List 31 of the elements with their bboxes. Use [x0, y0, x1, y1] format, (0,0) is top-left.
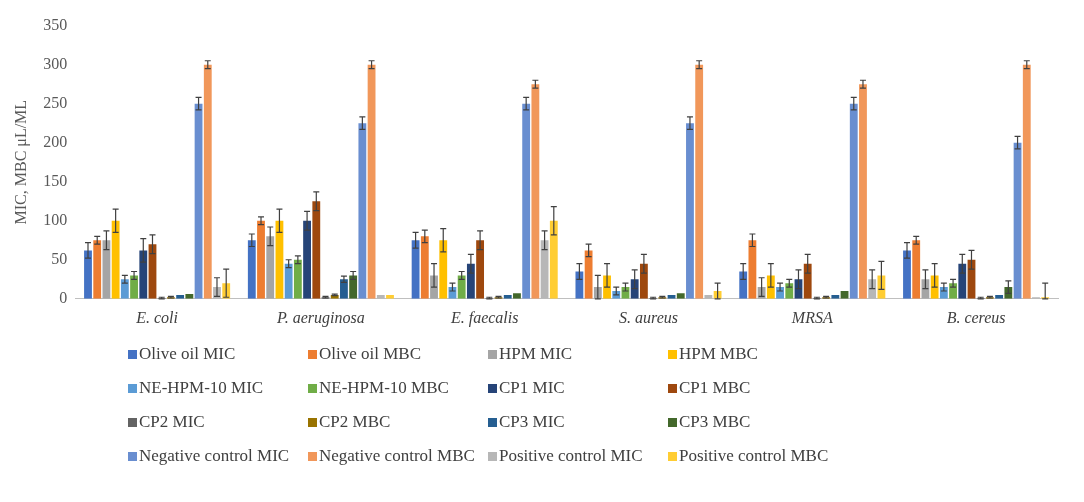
legend-label: Negative control MBC [319, 446, 475, 466]
y-tick-label: 0 [59, 289, 68, 306]
legend-label: HPM MBC [679, 344, 758, 364]
legend-label: Positive control MBC [679, 446, 829, 466]
legend-label: NE-HPM-10 MIC [139, 378, 264, 398]
y-tick-label: 250 [43, 93, 68, 111]
x-tick-label: P. aeruginosa [276, 308, 365, 327]
legend-label: CP1 MBC [679, 378, 751, 398]
legend-label: HPM MIC [499, 344, 573, 364]
legend-label: CP2 MBC [319, 412, 391, 432]
y-tick-label: 350 [43, 15, 68, 33]
legend-label: Olive oil MIC [139, 344, 236, 364]
legend-label: CP2 MIC [139, 412, 205, 432]
y-tick-label: 150 [43, 171, 68, 189]
legend-label: NE-HPM-10 MBC [319, 378, 449, 398]
legend-label: Olive oil MBC [319, 344, 422, 364]
legend-label: CP3 MIC [499, 412, 565, 432]
x-tick-label: MRSA [790, 308, 833, 326]
y-tick-label: 300 [43, 54, 68, 72]
legend-label: CP3 MBC [679, 412, 751, 432]
x-tick-label: S. aureus [619, 308, 678, 326]
y-tick-label: 50 [51, 249, 68, 267]
x-tick-label: E. faecalis [449, 308, 519, 327]
legend-label: Negative control MIC [139, 446, 290, 466]
y-axis-title: MIC, MBC μL/ML [11, 99, 30, 225]
y-tick-label: 100 [43, 210, 68, 228]
legend-label: CP1 MIC [499, 378, 565, 398]
x-tick-label: E. coli [135, 308, 178, 326]
y-tick-label: 200 [43, 132, 68, 150]
legend-label: Positive control MIC [499, 446, 643, 466]
x-tick-label: B. cereus [946, 308, 1006, 326]
